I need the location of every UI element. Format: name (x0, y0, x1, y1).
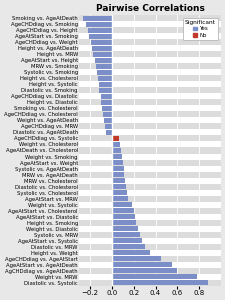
Bar (97, 70, 112, 75)
Bar (112, 160, 123, 165)
Bar (104, 118, 112, 123)
Bar (79, 190, 221, 196)
Bar (79, 166, 221, 172)
Bar (79, 105, 221, 112)
Bar (99, 88, 112, 93)
Bar (112, 208, 134, 213)
Bar (112, 244, 145, 249)
Bar (102, 106, 112, 111)
Bar (112, 262, 172, 267)
Bar (79, 63, 221, 69)
Bar (79, 69, 221, 75)
Bar (79, 99, 221, 105)
Bar (96, 64, 112, 69)
Bar (79, 250, 221, 256)
Bar (79, 268, 221, 274)
Bar (79, 262, 221, 268)
Bar (79, 226, 221, 232)
Bar (112, 214, 135, 219)
Bar (79, 136, 221, 142)
Bar (79, 130, 221, 136)
Bar (112, 280, 208, 285)
Bar (112, 196, 128, 201)
Bar (79, 27, 221, 33)
Bar (99, 82, 112, 87)
Bar (91, 40, 112, 45)
Bar (79, 196, 221, 202)
Bar (112, 238, 142, 243)
Bar (79, 172, 221, 178)
Bar (105, 124, 112, 129)
Bar (93, 52, 112, 57)
Bar (112, 256, 161, 261)
Bar (103, 112, 112, 117)
Bar (79, 160, 221, 166)
Bar (79, 184, 221, 190)
Bar (89, 34, 112, 39)
Bar (79, 202, 221, 208)
Bar (79, 148, 221, 154)
Bar (112, 154, 122, 159)
Bar (112, 172, 124, 177)
Bar (79, 93, 221, 99)
Bar (88, 28, 112, 33)
Bar (112, 202, 132, 207)
Bar (101, 100, 112, 105)
Bar (79, 81, 221, 87)
Bar (79, 232, 221, 238)
Bar (112, 148, 121, 153)
Bar (112, 226, 138, 231)
Bar (79, 118, 221, 124)
Bar (112, 190, 127, 195)
Bar (79, 75, 221, 81)
Bar (79, 220, 221, 226)
Bar (79, 51, 221, 57)
Bar (112, 178, 125, 183)
Bar (86, 22, 112, 27)
Bar (79, 244, 221, 250)
Bar (79, 142, 221, 148)
Bar (79, 238, 221, 244)
Bar (79, 178, 221, 184)
Bar (79, 33, 221, 39)
Bar (112, 220, 136, 225)
Bar (79, 15, 221, 21)
Bar (79, 39, 221, 45)
Bar (112, 184, 126, 189)
Bar (79, 208, 221, 214)
Bar (83, 16, 112, 21)
Bar (112, 142, 120, 147)
Bar (79, 112, 221, 118)
Title: Pairwise Correlations: Pairwise Correlations (96, 4, 205, 13)
Bar (79, 87, 221, 93)
Bar (79, 256, 221, 262)
Bar (79, 45, 221, 51)
Bar (112, 136, 119, 141)
Bar (112, 166, 124, 171)
Bar (112, 250, 150, 255)
Bar (79, 280, 221, 286)
Bar (94, 58, 112, 63)
Bar (79, 124, 221, 130)
Bar (112, 232, 140, 237)
Bar (79, 154, 221, 160)
Bar (79, 21, 221, 27)
Bar (112, 268, 177, 273)
Bar (101, 94, 112, 99)
Bar (79, 214, 221, 220)
Bar (112, 274, 197, 279)
Bar (98, 76, 112, 81)
Bar (92, 46, 112, 51)
Legend: Yes, No: Yes, No (183, 18, 218, 40)
Bar (79, 274, 221, 280)
Bar (106, 130, 112, 135)
Bar (79, 57, 221, 63)
